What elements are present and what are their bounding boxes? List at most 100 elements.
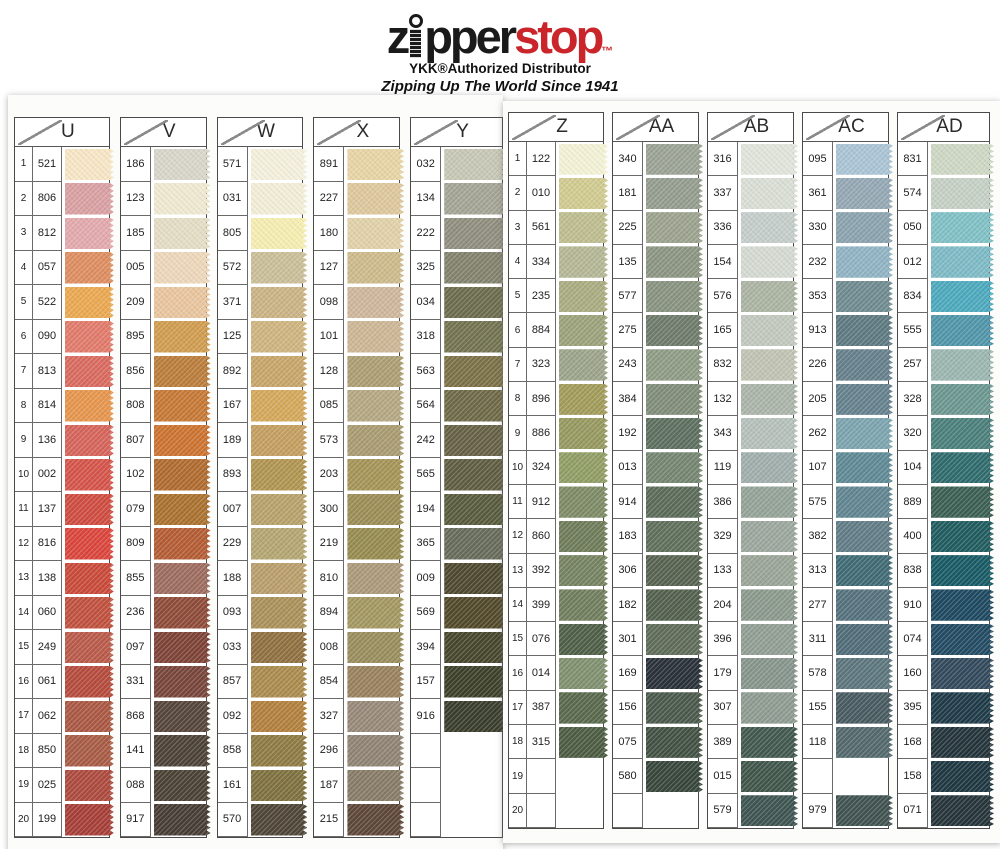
zipper-tape-swatch xyxy=(559,349,608,381)
swatch-cell xyxy=(62,527,114,562)
swatch-cell xyxy=(643,622,703,656)
zipper-tape-swatch xyxy=(250,355,308,387)
column-header-U: U xyxy=(15,118,109,147)
color-code: 227 xyxy=(314,181,345,216)
swatch-cell xyxy=(344,285,405,320)
distributor-line: YKK®Authorized Distributor xyxy=(409,61,591,76)
row-number: 8 xyxy=(509,382,527,417)
swatch-cell xyxy=(62,630,114,665)
color-code: 892 xyxy=(217,354,248,389)
color-code: 572 xyxy=(217,250,248,285)
color-code: 122 xyxy=(527,142,556,177)
swatch-cell xyxy=(556,176,608,210)
color-code: 165 xyxy=(708,313,738,348)
swatch-cell xyxy=(738,656,798,690)
color-code: 137 xyxy=(33,492,62,527)
swatch-cell xyxy=(833,485,893,519)
row-number: 14 xyxy=(15,595,33,630)
color-code: 850 xyxy=(33,733,62,768)
zipper-tape-swatch xyxy=(646,520,703,553)
color-code: 074 xyxy=(898,622,928,657)
zipper-tape-swatch xyxy=(65,666,114,698)
color-code: 032 xyxy=(411,147,442,182)
zipper-tape-swatch xyxy=(559,383,608,415)
color-code: 257 xyxy=(898,347,928,383)
swatch-cell xyxy=(643,211,703,245)
zipper-tape-swatch xyxy=(836,452,893,484)
zipper-tape-swatch xyxy=(250,424,308,456)
color-code: 061 xyxy=(33,664,62,699)
color-code: 578 xyxy=(803,656,833,691)
color-code: 576 xyxy=(708,279,738,314)
color-code: 181 xyxy=(613,176,643,211)
zipper-tape-swatch xyxy=(347,183,405,215)
swatch-cell xyxy=(738,176,798,210)
color-code: 097 xyxy=(120,630,151,665)
swatch-cell xyxy=(928,759,994,793)
zipper-tape-swatch xyxy=(65,735,114,767)
zipper-tape-swatch xyxy=(153,321,211,353)
zipper-tape-swatch xyxy=(153,631,211,663)
row-number: 1 xyxy=(15,147,33,182)
zipper-tape-swatch xyxy=(347,528,405,560)
zipper-tape-swatch xyxy=(559,726,608,758)
color-column-AC: AC 095 361 330 232 353 913 226 205 262 107 575 382 31… xyxy=(802,112,893,829)
row-number: 11 xyxy=(15,492,33,527)
swatch-cell xyxy=(556,691,608,725)
row-number: 6 xyxy=(15,319,33,354)
column-header-W: W xyxy=(217,118,303,147)
swatch-cell xyxy=(441,251,508,286)
zipper-tape-swatch xyxy=(250,528,308,560)
zipper-tape-swatch xyxy=(931,657,994,690)
color-column-Z: Z 1 122 2 010 3 561 4 334 5 235 6 884 7 323 8 896 9 886 10 3… xyxy=(508,112,608,829)
row-number: 10 xyxy=(509,450,527,485)
zipper-tape-swatch xyxy=(347,735,405,767)
zipper-tape-swatch xyxy=(646,212,703,244)
swatch-cell xyxy=(556,554,608,588)
row-number: 17 xyxy=(15,699,33,734)
column-letter-U: U xyxy=(61,121,75,142)
color-code: 183 xyxy=(613,519,643,554)
zipper-tape-swatch xyxy=(250,666,308,698)
swatch-cell xyxy=(441,216,508,251)
color-code: 315 xyxy=(527,725,556,760)
color-code: 012 xyxy=(898,244,928,280)
color-code: 340 xyxy=(613,142,643,177)
color-code: 009 xyxy=(411,561,442,596)
zipper-tape-swatch xyxy=(153,424,211,456)
swatch-cell xyxy=(738,588,798,622)
zipper-tape-swatch xyxy=(250,183,308,215)
swatch-cell xyxy=(928,485,994,519)
swatch-cell xyxy=(441,492,508,527)
color-code: 323 xyxy=(527,347,556,383)
zipper-tape-swatch xyxy=(153,769,211,801)
color-code: 392 xyxy=(527,553,556,588)
color-code: 858 xyxy=(217,733,248,768)
row-number: 17 xyxy=(509,690,527,726)
zipper-tape-swatch xyxy=(836,726,893,758)
swatch-cell xyxy=(556,348,608,382)
zipper-tape-swatch xyxy=(444,183,508,215)
swatch-cell xyxy=(151,803,211,838)
color-code: 831 xyxy=(898,142,928,177)
zipper-tape-swatch xyxy=(347,562,405,594)
zipper-tape-swatch xyxy=(65,493,114,525)
color-code: 575 xyxy=(803,484,833,520)
zipper-tape-swatch xyxy=(741,520,798,553)
zipper-tape-swatch xyxy=(559,692,608,724)
color-code: 155 xyxy=(803,690,833,726)
swatch-cell xyxy=(833,519,893,553)
row-number: 4 xyxy=(15,250,33,285)
zipper-tape-swatch xyxy=(836,555,893,587)
swatch-cell xyxy=(928,656,994,690)
swatch-cell xyxy=(344,699,405,734)
swatch-cell xyxy=(556,142,608,176)
color-code: 229 xyxy=(217,526,248,561)
swatch-cell xyxy=(344,665,405,700)
swatch-cell xyxy=(441,285,508,320)
swatch-cell xyxy=(738,416,798,450)
swatch-cell xyxy=(344,561,405,596)
swatch-cell xyxy=(248,216,308,251)
zipper-tape-swatch xyxy=(347,217,405,249)
zipper-tape-swatch xyxy=(444,148,508,180)
